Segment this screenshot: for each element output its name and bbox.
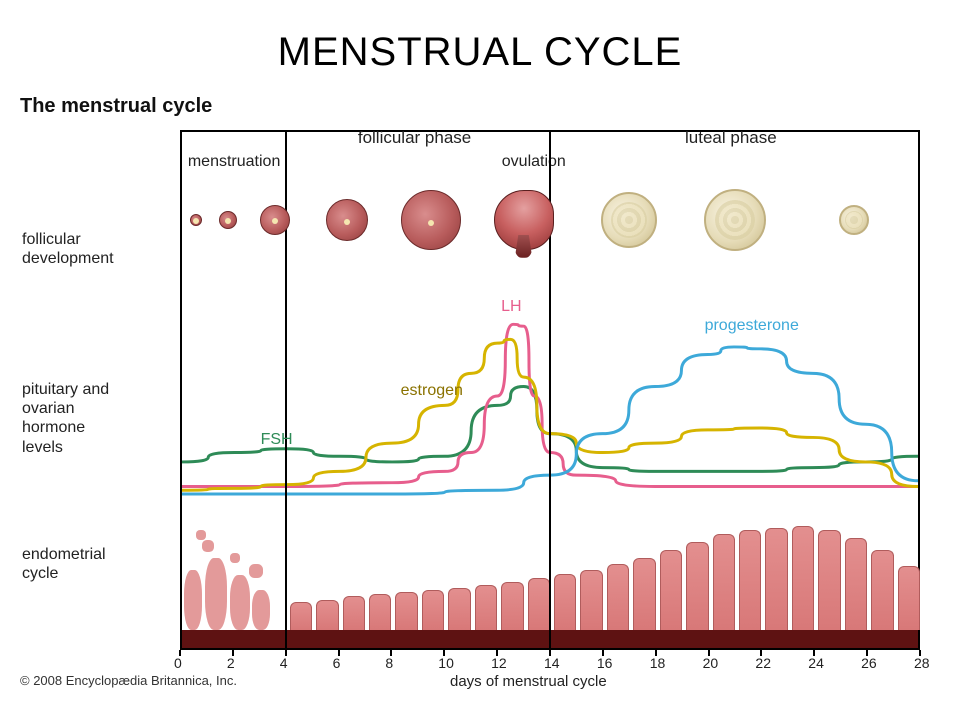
- x-tick-label: 24: [808, 655, 824, 671]
- event-label-ovulation: ovulation: [502, 153, 566, 171]
- endometrium-column: [765, 528, 787, 630]
- x-tick-label: 14: [544, 655, 560, 671]
- corpus-icon: [601, 192, 657, 248]
- row-label-follicular: follicular development: [22, 230, 114, 268]
- x-tick-label: 18: [650, 655, 666, 671]
- x-tick-label: 6: [333, 655, 341, 671]
- follicle-icon: [326, 199, 368, 241]
- endometrium-column: [792, 526, 814, 630]
- phase-label-follicular: follicular phase: [358, 128, 471, 148]
- x-tick-label: 22: [755, 655, 771, 671]
- x-tick-label: 16: [597, 655, 613, 671]
- endometrium-column: [607, 564, 629, 630]
- x-tick-label: 4: [280, 655, 288, 671]
- endometrium-column: [422, 590, 444, 630]
- x-tick-label: 8: [385, 655, 393, 671]
- endometrium-column: [633, 558, 655, 630]
- endometrium-column: [501, 582, 523, 630]
- endometrium-column: [739, 530, 761, 630]
- ovulating-icon: [494, 190, 554, 250]
- endometrium-column: [660, 550, 682, 630]
- endometrium-shed-blob: [230, 553, 240, 563]
- endometrium-column: [580, 570, 602, 630]
- follicle-icon: [260, 205, 290, 235]
- endometrium-column: [369, 594, 391, 630]
- endometrium-column: [818, 530, 840, 630]
- x-tick-label: 20: [703, 655, 719, 671]
- endometrium-column: [528, 578, 550, 630]
- chart-subtitle: The menstrual cycle: [20, 95, 212, 118]
- hormone-label-fsh: FSH: [261, 431, 293, 449]
- hormone-label-lh: LH: [501, 298, 521, 316]
- endometrium-column: [395, 592, 417, 630]
- endometrium-shed-blob: [202, 540, 214, 552]
- corpus-icon: [704, 189, 766, 251]
- x-tick-label: 10: [438, 655, 454, 671]
- phase-label-luteal: luteal phase: [685, 128, 777, 148]
- endometrium-column: [845, 538, 867, 630]
- endometrium-column: [448, 588, 470, 630]
- endometrium-shed-blob: [196, 530, 206, 540]
- hormone-label-estrogen: estrogen: [401, 382, 463, 400]
- endometrium-column: [554, 574, 576, 630]
- endometrium-column: [316, 600, 338, 630]
- endometrium-column: [290, 602, 312, 630]
- endometrium-shed-blob: [252, 590, 270, 630]
- endometrium-column: [713, 534, 735, 630]
- follicle-icon: [190, 214, 202, 226]
- endometrium-column: [686, 542, 708, 630]
- endometrium-shed-blob: [205, 558, 227, 630]
- slide-title: MENSTRUAL CYCLE: [0, 0, 960, 75]
- endometrium-column: [871, 550, 893, 630]
- endometrium-column: [475, 585, 497, 630]
- x-tick-label: 12: [491, 655, 507, 671]
- copyright-text: © 2008 Encyclopædia Britannica, Inc.: [20, 673, 237, 688]
- x-axis-title: days of menstrual cycle: [450, 673, 607, 690]
- row-label-hormones: pituitary and ovarian hormone levels: [22, 380, 109, 457]
- follicle-icon: [219, 211, 237, 229]
- hormone-label-progesterone: progesterone: [705, 317, 799, 335]
- x-tick-label: 26: [861, 655, 877, 671]
- x-tick-label: 28: [914, 655, 930, 671]
- menstrual-cycle-chart: The menstrual cycle follicular developme…: [20, 95, 940, 700]
- corpus-icon: [839, 205, 869, 235]
- x-tick-label: 2: [227, 655, 235, 671]
- endometrium-column: [898, 566, 920, 630]
- endometrium-shed-blob: [249, 564, 263, 578]
- endometrium-shed-blob: [230, 575, 250, 630]
- follicle-icon: [401, 190, 461, 250]
- endometrium-shed-blob: [184, 570, 202, 630]
- event-label-menstruation: menstruation: [188, 153, 281, 171]
- x-tick-label: 0: [174, 655, 182, 671]
- row-label-endometrial: endometrial cycle: [22, 545, 106, 583]
- endometrium-column: [343, 596, 365, 630]
